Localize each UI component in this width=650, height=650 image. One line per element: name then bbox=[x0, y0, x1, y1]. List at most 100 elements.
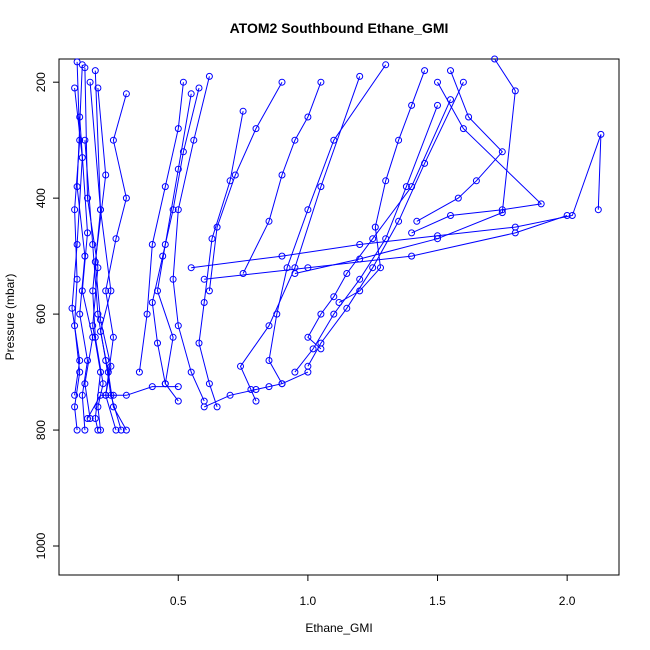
data-point bbox=[81, 64, 89, 72]
data-point bbox=[408, 101, 416, 109]
data-point bbox=[205, 72, 213, 80]
series-7 bbox=[81, 136, 125, 434]
series-line bbox=[71, 87, 83, 396]
series-19 bbox=[408, 78, 545, 237]
series-line bbox=[76, 64, 89, 431]
series-line bbox=[338, 70, 426, 303]
data-point bbox=[109, 391, 117, 399]
y-axis: 200 400 600 800 1000 bbox=[34, 72, 60, 559]
data-point bbox=[169, 206, 177, 214]
data-point bbox=[304, 368, 312, 376]
data-point bbox=[122, 90, 130, 98]
data-point bbox=[112, 235, 120, 243]
data-point bbox=[447, 67, 454, 75]
data-point bbox=[81, 380, 89, 388]
data-point bbox=[174, 322, 182, 330]
data-point bbox=[161, 183, 169, 191]
data-point bbox=[94, 426, 102, 434]
series-line bbox=[416, 70, 503, 222]
data-point bbox=[102, 357, 110, 364]
series-16 bbox=[304, 78, 467, 370]
data-point bbox=[135, 368, 143, 376]
series-29 bbox=[84, 383, 182, 422]
data-point bbox=[78, 391, 86, 399]
data-point bbox=[112, 426, 120, 434]
data-point bbox=[71, 84, 79, 92]
data-point bbox=[498, 209, 506, 217]
series-30 bbox=[200, 368, 312, 411]
data-point bbox=[291, 270, 299, 277]
series-line bbox=[151, 87, 200, 384]
data-point bbox=[205, 287, 213, 295]
data-point bbox=[76, 357, 84, 364]
data-point bbox=[356, 275, 364, 283]
data-point bbox=[304, 206, 312, 214]
data-point bbox=[434, 78, 441, 86]
data-point bbox=[252, 125, 260, 133]
series-line bbox=[203, 371, 309, 408]
series-line bbox=[268, 64, 387, 384]
series-line bbox=[94, 87, 117, 431]
data-point bbox=[597, 130, 605, 138]
data-point bbox=[109, 333, 117, 341]
data-point bbox=[291, 368, 299, 376]
data-point bbox=[408, 252, 416, 260]
data-point bbox=[84, 415, 91, 422]
series-18 bbox=[335, 67, 429, 306]
data-point bbox=[117, 426, 125, 434]
y-tick-label: 800 bbox=[34, 420, 48, 440]
data-point bbox=[200, 403, 208, 411]
data-point bbox=[107, 362, 115, 370]
chart-title: ATOM2 Southbound Ethane_GMI bbox=[230, 20, 449, 36]
data-point bbox=[174, 397, 182, 405]
data-point bbox=[86, 415, 94, 422]
data-point bbox=[472, 177, 480, 185]
data-point bbox=[382, 177, 390, 185]
data-point bbox=[291, 136, 299, 144]
data-point bbox=[97, 391, 104, 399]
data-point bbox=[94, 403, 102, 411]
data-point bbox=[317, 78, 325, 86]
data-point bbox=[283, 264, 291, 272]
y-axis-label: Pressure (mbar) bbox=[3, 274, 17, 361]
data-point bbox=[84, 194, 91, 202]
data-point bbox=[213, 403, 221, 411]
data-point bbox=[447, 212, 454, 219]
data-point bbox=[99, 380, 107, 388]
data-point bbox=[89, 333, 97, 341]
data-point bbox=[89, 241, 97, 248]
series-line bbox=[105, 93, 127, 396]
x-tick-label: 2.0 bbox=[559, 594, 576, 608]
data-point bbox=[265, 357, 273, 364]
data-point bbox=[369, 264, 377, 272]
series-line bbox=[411, 81, 543, 234]
data-point bbox=[76, 113, 84, 121]
data-point bbox=[97, 206, 104, 214]
series-24 bbox=[239, 78, 325, 277]
series-10 bbox=[169, 72, 213, 405]
data-point bbox=[76, 368, 84, 376]
data-point bbox=[304, 333, 312, 341]
data-point bbox=[122, 391, 130, 399]
series-line bbox=[204, 215, 568, 280]
data-point bbox=[78, 287, 86, 295]
data-point bbox=[511, 87, 519, 95]
data-point bbox=[356, 241, 364, 248]
plot-area bbox=[68, 55, 605, 434]
data-point bbox=[71, 403, 79, 411]
x-axis-label: Ethane_GMI bbox=[305, 621, 372, 635]
data-point bbox=[459, 125, 467, 133]
x-tick-label: 0.5 bbox=[170, 594, 187, 608]
data-point bbox=[122, 426, 130, 434]
series-28 bbox=[76, 113, 97, 422]
data-point bbox=[73, 241, 81, 248]
series-27 bbox=[68, 84, 86, 399]
data-point bbox=[454, 194, 462, 202]
data-point bbox=[265, 383, 273, 391]
data-point bbox=[594, 206, 602, 214]
x-axis: 0.5 1.0 1.5 2.0 bbox=[170, 574, 576, 608]
data-point bbox=[187, 368, 195, 376]
series-line bbox=[191, 134, 602, 269]
data-point bbox=[498, 148, 506, 156]
